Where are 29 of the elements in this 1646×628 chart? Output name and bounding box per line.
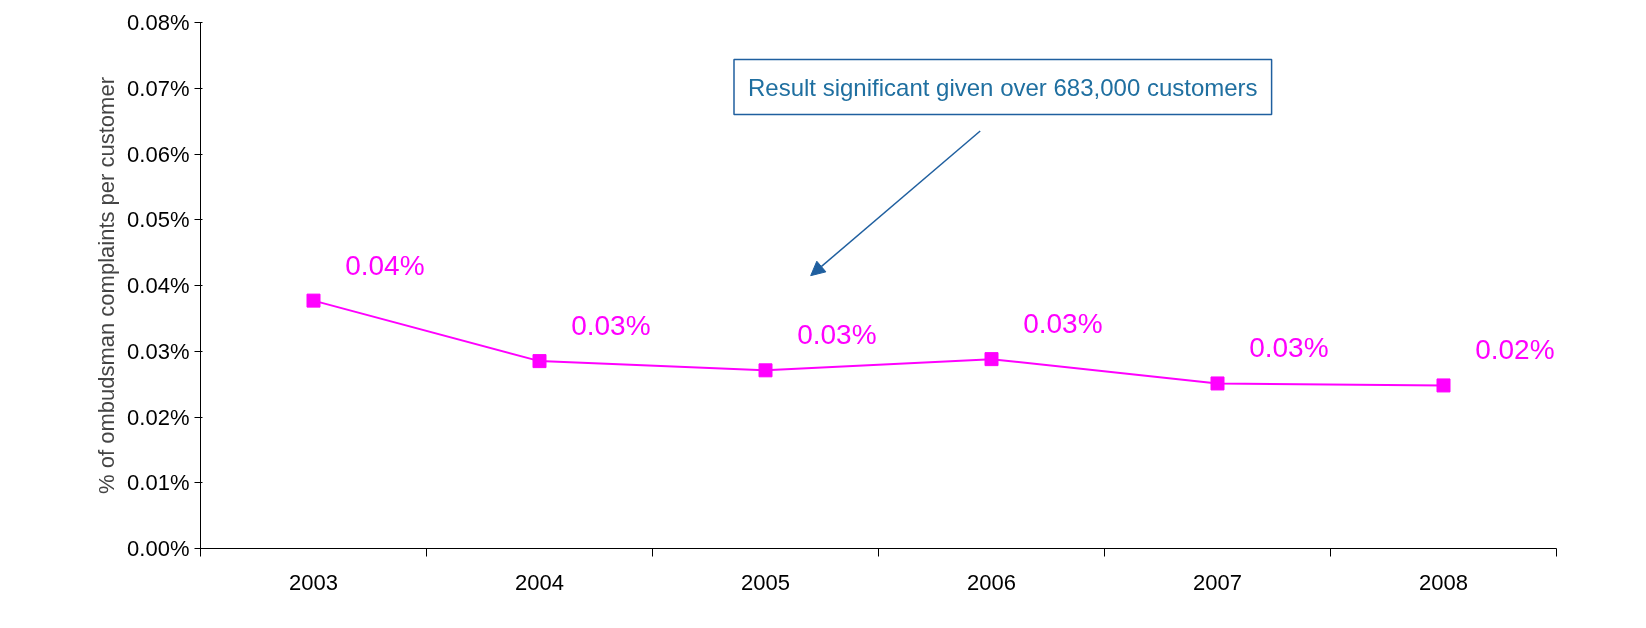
y-tick-label: 0.04%: [127, 273, 190, 298]
y-tick-label: 0.08%: [127, 10, 190, 35]
point: [758, 363, 773, 378]
y-tick-label: 0.00%: [127, 536, 190, 561]
y-tick-label: 0.06%: [127, 141, 190, 167]
data-label: 0.03%: [1023, 308, 1103, 340]
x-tick-label: 2008: [1419, 569, 1468, 595]
data-label: 0.04%: [345, 249, 425, 281]
point: [984, 352, 999, 367]
y-tick-label: 0.02%: [127, 404, 190, 430]
data-label: 0.03%: [797, 319, 877, 351]
point: [532, 354, 547, 369]
data-label: 0.02%: [1475, 334, 1555, 366]
x-tick-label: 2003: [289, 569, 338, 595]
data-label: 0.03%: [1249, 332, 1329, 364]
y-tick-label: 0.07%: [127, 75, 190, 101]
y-tick-label: 0.03%: [127, 338, 190, 364]
point: [306, 293, 321, 308]
x-tick-label: 2005: [741, 569, 790, 595]
annotation: Result significant given over 683,000 customers: [748, 73, 1258, 101]
y-tick-label: 0.05%: [127, 207, 190, 233]
point: [1210, 376, 1225, 391]
y-axis-title: % of ombudsman complaints per customer: [94, 77, 120, 494]
data-label: 0.03%: [571, 310, 651, 342]
x-tick-label: 2006: [967, 569, 1016, 595]
x-tick-label: 2007: [1193, 569, 1242, 595]
x-tick-label: 2004: [515, 569, 564, 595]
y-tick-label: 0.01%: [127, 470, 190, 496]
point: [1436, 378, 1451, 393]
